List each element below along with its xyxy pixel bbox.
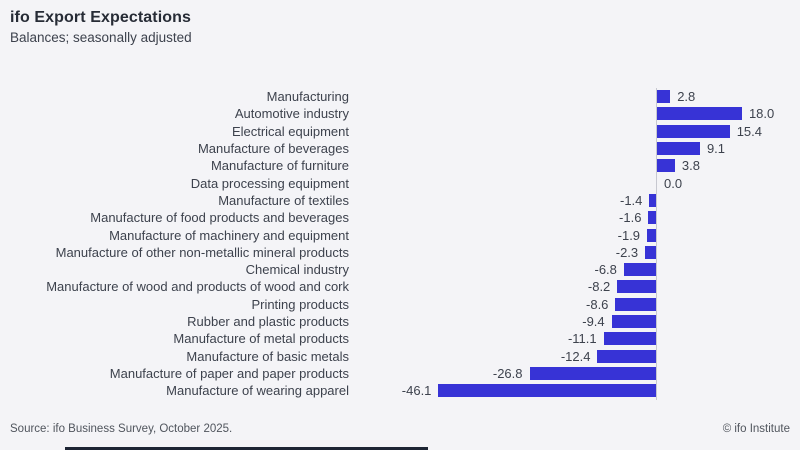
bar bbox=[657, 90, 671, 104]
chart-row: Chemical industry -6.8 bbox=[10, 261, 790, 278]
value-label: -46.1 bbox=[401, 383, 432, 399]
bottom-edge-bar bbox=[65, 447, 428, 450]
category-label: Manufacture of wood and products of wood… bbox=[46, 279, 349, 295]
chart-rows: Manufacturing 2.8 Automotive industry 18.0 E… bbox=[10, 88, 790, 399]
value-label: 3.8 bbox=[681, 158, 700, 174]
value-label: -12.4 bbox=[560, 348, 591, 364]
bar bbox=[657, 107, 742, 121]
chart-title: ifo Export Expectations bbox=[10, 9, 191, 26]
value-label: -8.6 bbox=[586, 296, 609, 312]
value-label: 18.0 bbox=[748, 106, 775, 122]
category-label: Manufacture of basic metals bbox=[186, 348, 349, 364]
chart-row: Manufacture of wood and products of wood… bbox=[10, 278, 790, 295]
category-label: Rubber and plastic products bbox=[187, 314, 349, 330]
zero-axis-line bbox=[656, 88, 657, 400]
chart-row: Manufacturing 2.8 bbox=[10, 88, 790, 105]
category-label: Electrical equipment bbox=[231, 123, 349, 139]
bar bbox=[657, 142, 700, 156]
chart-row: Data processing equipment 0.0 bbox=[10, 175, 790, 192]
value-label: -1.9 bbox=[617, 227, 641, 243]
value-label: 2.8 bbox=[677, 89, 696, 105]
chart-row: Manufacture of textiles -1.4 bbox=[10, 192, 790, 209]
chart-subtitle: Balances; seasonally adjusted bbox=[10, 30, 192, 45]
category-label: Manufacture of textiles bbox=[218, 192, 349, 208]
bar bbox=[603, 332, 656, 346]
value-label: -11.1 bbox=[567, 331, 597, 347]
category-label: Chemical industry bbox=[245, 262, 349, 278]
bar-chart: Manufacturing 2.8 Automotive industry 18.0 E… bbox=[10, 88, 790, 400]
category-label: Printing products bbox=[251, 296, 349, 312]
value-label: -1.4 bbox=[620, 192, 643, 208]
chart-row: Manufacture of wearing apparel -46.1 bbox=[10, 382, 790, 399]
chart-row: Rubber and plastic products -9.4 bbox=[10, 313, 790, 330]
category-label: Manufacture of other non-metallic minera… bbox=[55, 244, 349, 260]
category-label: Data processing equipment bbox=[190, 175, 349, 191]
chart-row: Manufacture of paper and paper products -… bbox=[10, 365, 790, 382]
chart-row: Manufacture of food products and beverag… bbox=[10, 209, 790, 226]
bar bbox=[617, 280, 656, 294]
bar bbox=[611, 315, 656, 329]
bar bbox=[647, 228, 656, 242]
bar bbox=[657, 159, 675, 173]
chart-row: Manufacture of basic metals -12.4 bbox=[10, 348, 790, 365]
bar bbox=[645, 245, 656, 259]
chart-row: Printing products -8.6 bbox=[10, 296, 790, 313]
value-label: -9.4 bbox=[582, 314, 605, 330]
chart-row: Manufacture of beverages 9.1 bbox=[10, 140, 790, 157]
chart-row: Manufacture of furniture 3.8 bbox=[10, 157, 790, 174]
value-label: -26.8 bbox=[492, 365, 523, 381]
chart-row: Automotive industry 18.0 bbox=[10, 105, 790, 122]
value-label: 9.1 bbox=[706, 141, 726, 157]
chart-row: Manufacture of machinery and equipment -1… bbox=[10, 226, 790, 243]
category-label: Manufacture of metal products bbox=[173, 331, 349, 347]
source-note: Source: ifo Business Survey, October 202… bbox=[10, 423, 233, 435]
value-label: -6.8 bbox=[594, 262, 617, 278]
category-label: Manufacturing bbox=[266, 89, 349, 105]
value-label: -1.6 bbox=[619, 210, 642, 226]
bar bbox=[615, 297, 656, 311]
category-label: Manufacture of food products and beverag… bbox=[90, 210, 349, 226]
value-label: 0.0 bbox=[664, 175, 683, 191]
value-label: -8.2 bbox=[587, 279, 611, 295]
chart-footer: Source: ifo Business Survey, October 202… bbox=[10, 423, 790, 435]
category-label: Manufacture of wearing apparel bbox=[166, 383, 349, 399]
category-label: Manufacture of beverages bbox=[197, 141, 349, 157]
chart-row: Manufacture of other non-metallic minera… bbox=[10, 244, 790, 261]
bar bbox=[623, 263, 656, 277]
chart-header: ifo Export Expectations Balances; season… bbox=[10, 8, 192, 47]
bar bbox=[648, 211, 656, 225]
credit-note: © ifo Institute bbox=[722, 423, 790, 435]
bar bbox=[657, 124, 730, 138]
bar bbox=[529, 366, 656, 380]
category-label: Manufacture of furniture bbox=[210, 158, 349, 174]
value-label: -2.3 bbox=[615, 244, 639, 260]
bar bbox=[597, 349, 656, 363]
value-label: 15.4 bbox=[736, 123, 762, 139]
bar bbox=[438, 384, 656, 398]
category-label: Automotive industry bbox=[234, 106, 349, 122]
chart-row: Electrical equipment 15.4 bbox=[10, 123, 790, 140]
bar bbox=[649, 193, 656, 207]
chart-row: Manufacture of metal products -11.1 bbox=[10, 330, 790, 347]
category-label: Manufacture of machinery and equipment bbox=[109, 227, 349, 243]
category-label: Manufacture of paper and paper products bbox=[109, 365, 349, 381]
